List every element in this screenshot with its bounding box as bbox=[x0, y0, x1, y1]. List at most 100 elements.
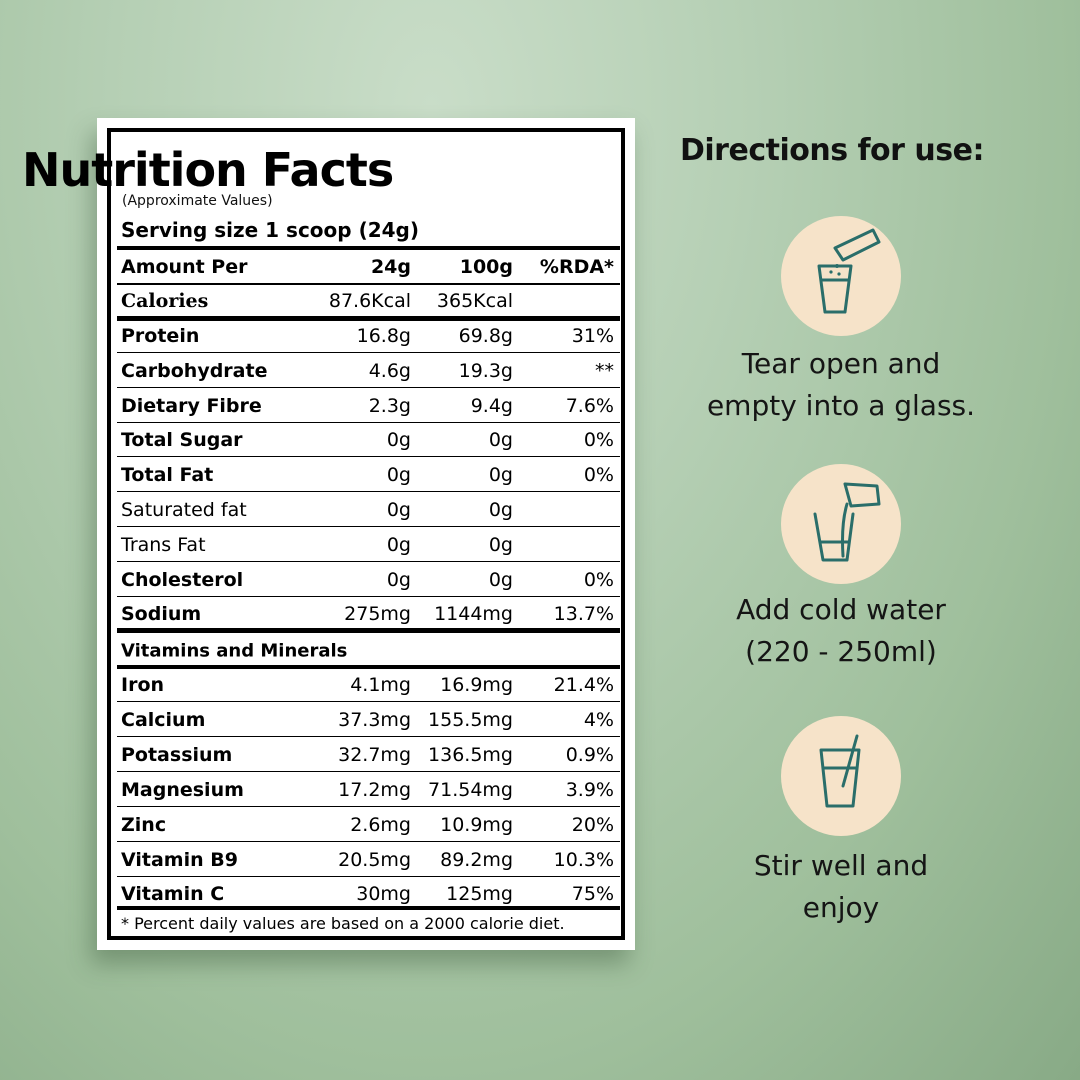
vitamin-name: Calcium bbox=[121, 708, 206, 731]
nutrient-100g: 0g bbox=[488, 499, 513, 521]
nutrient-24g: 275mg bbox=[344, 603, 411, 626]
vitamin-row: Vitamin C 30mg 125mg 75% bbox=[117, 877, 620, 911]
vitamin-row: Calcium 37.3mg 155.5mg 4% bbox=[117, 703, 620, 737]
rule-sodium-bottom bbox=[117, 628, 620, 633]
nutrient-row: Saturated fat 0g 0g bbox=[117, 493, 620, 527]
row-divider bbox=[117, 735, 620, 737]
nutrient-rda: 13.7% bbox=[553, 603, 614, 626]
nutrient-row: Protein 16.8g 69.8g 31% bbox=[117, 319, 620, 353]
vitamin-row: Iron 4.1mg 16.9mg 21.4% bbox=[117, 668, 620, 702]
vitamin-100g: 71.54mg bbox=[428, 778, 513, 801]
nutrient-rda: ** bbox=[595, 359, 614, 382]
row-divider bbox=[117, 386, 620, 388]
rule-table-bottom bbox=[117, 906, 620, 910]
nutrient-rda: 31% bbox=[571, 325, 614, 347]
calories-24g: 87.6Kcal bbox=[328, 290, 411, 312]
nutrient-row: Total Fat 0g 0g 0% bbox=[117, 458, 620, 492]
nutrient-100g: 0g bbox=[488, 429, 513, 452]
nutrient-100g: 69.8g bbox=[458, 325, 513, 347]
header-100g: 100g bbox=[459, 256, 513, 278]
rule-calories-bottom bbox=[117, 316, 620, 321]
row-divider bbox=[117, 595, 620, 597]
nutrient-row: Cholesterol 0g 0g 0% bbox=[117, 563, 620, 597]
rule-header-bottom bbox=[117, 283, 620, 285]
vitamin-24g: 20.5mg bbox=[338, 848, 411, 871]
directions-title: Directions for use: bbox=[680, 133, 984, 168]
row-divider bbox=[117, 840, 620, 842]
step-1-line-2: empty into a glass. bbox=[706, 389, 976, 422]
vitamin-row: Magnesium 17.2mg 71.54mg 3.9% bbox=[117, 773, 620, 807]
rule-header-top bbox=[117, 246, 620, 250]
step-3-text: Stir well and enjoy bbox=[661, 845, 1021, 929]
serving-size: Serving size 1 scoop (24g) bbox=[121, 218, 419, 242]
nutrient-24g: 0g bbox=[386, 429, 411, 452]
row-divider bbox=[117, 770, 620, 772]
nutrient-24g: 2.3g bbox=[368, 394, 411, 417]
row-divider bbox=[117, 352, 620, 353]
step-2-line-1: Add cold water bbox=[736, 593, 946, 626]
step-1-line-1: Tear open and bbox=[741, 347, 941, 380]
nutrient-name: Protein bbox=[121, 325, 200, 347]
pour-sachet-icon bbox=[817, 228, 881, 314]
header-rda: %RDA* bbox=[539, 256, 614, 278]
vitamin-rda: 20% bbox=[571, 813, 614, 836]
vitamin-name: Iron bbox=[121, 674, 165, 696]
nutrient-rda: 7.6% bbox=[565, 394, 614, 417]
nutrient-name: Sodium bbox=[121, 603, 202, 626]
calories-label: Calories bbox=[121, 290, 209, 312]
nutrient-24g: 0g bbox=[386, 568, 411, 591]
step-3-line-2: enjoy bbox=[802, 891, 880, 924]
header-24g: 24g bbox=[370, 256, 411, 278]
vitamin-rda: 3.9% bbox=[565, 778, 614, 801]
nutrient-name: Total Fat bbox=[121, 464, 214, 487]
step-2-text: Add cold water (220 - 250ml) bbox=[661, 589, 1021, 673]
vitamin-name: Potassium bbox=[121, 743, 233, 766]
nutrient-row: Sodium 275mg 1144mg 13.7% bbox=[117, 597, 620, 631]
step-1-text: Tear open and empty into a glass. bbox=[661, 343, 1021, 427]
nutrient-24g: 0g bbox=[386, 464, 411, 487]
vitamin-100g: 16.9mg bbox=[440, 674, 513, 696]
vitamin-rda: 4% bbox=[583, 708, 614, 731]
nutrient-100g: 0g bbox=[488, 568, 513, 591]
vitamin-100g: 155.5mg bbox=[428, 708, 513, 731]
footnote: * Percent daily values are based on a 20… bbox=[121, 914, 565, 933]
nutrient-24g: 0g bbox=[386, 533, 411, 556]
nutrient-row: Carbohydrate 4.6g 19.3g ** bbox=[117, 354, 620, 388]
vitamin-rda: 0.9% bbox=[565, 743, 614, 766]
row-divider bbox=[117, 421, 620, 423]
stir-glass-icon bbox=[819, 734, 861, 808]
approximate-note: (Approximate Values) bbox=[122, 193, 273, 209]
calories-100g: 365Kcal bbox=[436, 290, 513, 312]
step-3-icon-circle bbox=[781, 716, 901, 836]
vitamin-100g: 10.9mg bbox=[440, 813, 513, 836]
nutrient-name: Trans Fat bbox=[121, 533, 206, 556]
nutrient-24g: 16.8g bbox=[356, 325, 411, 347]
vitamin-24g: 17.2mg bbox=[338, 778, 411, 801]
vitamin-name: Vitamin B9 bbox=[121, 848, 238, 871]
label-border bbox=[107, 128, 625, 940]
row-divider bbox=[117, 701, 620, 702]
row-divider bbox=[117, 560, 620, 562]
step-3-line-1: Stir well and bbox=[753, 849, 929, 882]
vitamin-row: Zinc 2.6mg 10.9mg 20% bbox=[117, 808, 620, 842]
nutrient-row: Total Sugar 0g 0g 0% bbox=[117, 423, 620, 457]
step-2-line-2: (220 - 250ml) bbox=[745, 635, 937, 668]
row-divider bbox=[117, 456, 620, 458]
nutrient-100g: 1144mg bbox=[434, 603, 513, 626]
vitamin-row: Vitamin B9 20.5mg 89.2mg 10.3% bbox=[117, 843, 620, 877]
row-divider bbox=[117, 805, 620, 807]
vitamin-row: Potassium 32.7mg 136.5mg 0.9% bbox=[117, 738, 620, 772]
nutrient-24g: 4.6g bbox=[368, 359, 411, 382]
vitamin-24g: 4.1mg bbox=[350, 674, 411, 696]
nutrient-name: Saturated fat bbox=[121, 499, 247, 521]
nutrient-name: Carbohydrate bbox=[121, 359, 268, 382]
nutrient-100g: 19.3g bbox=[458, 359, 513, 382]
vitamin-100g: 125mg bbox=[446, 883, 513, 906]
header-row: Amount Per 24g 100g %RDA* bbox=[117, 250, 620, 284]
row-divider bbox=[117, 526, 620, 527]
row-divider bbox=[117, 491, 620, 493]
vitamin-name: Magnesium bbox=[121, 778, 244, 801]
nutrient-row: Dietary Fibre 2.3g 9.4g 7.6% bbox=[117, 389, 620, 423]
nutrient-name: Cholesterol bbox=[121, 568, 244, 591]
nutrition-title: Nutrition Facts bbox=[22, 143, 394, 197]
